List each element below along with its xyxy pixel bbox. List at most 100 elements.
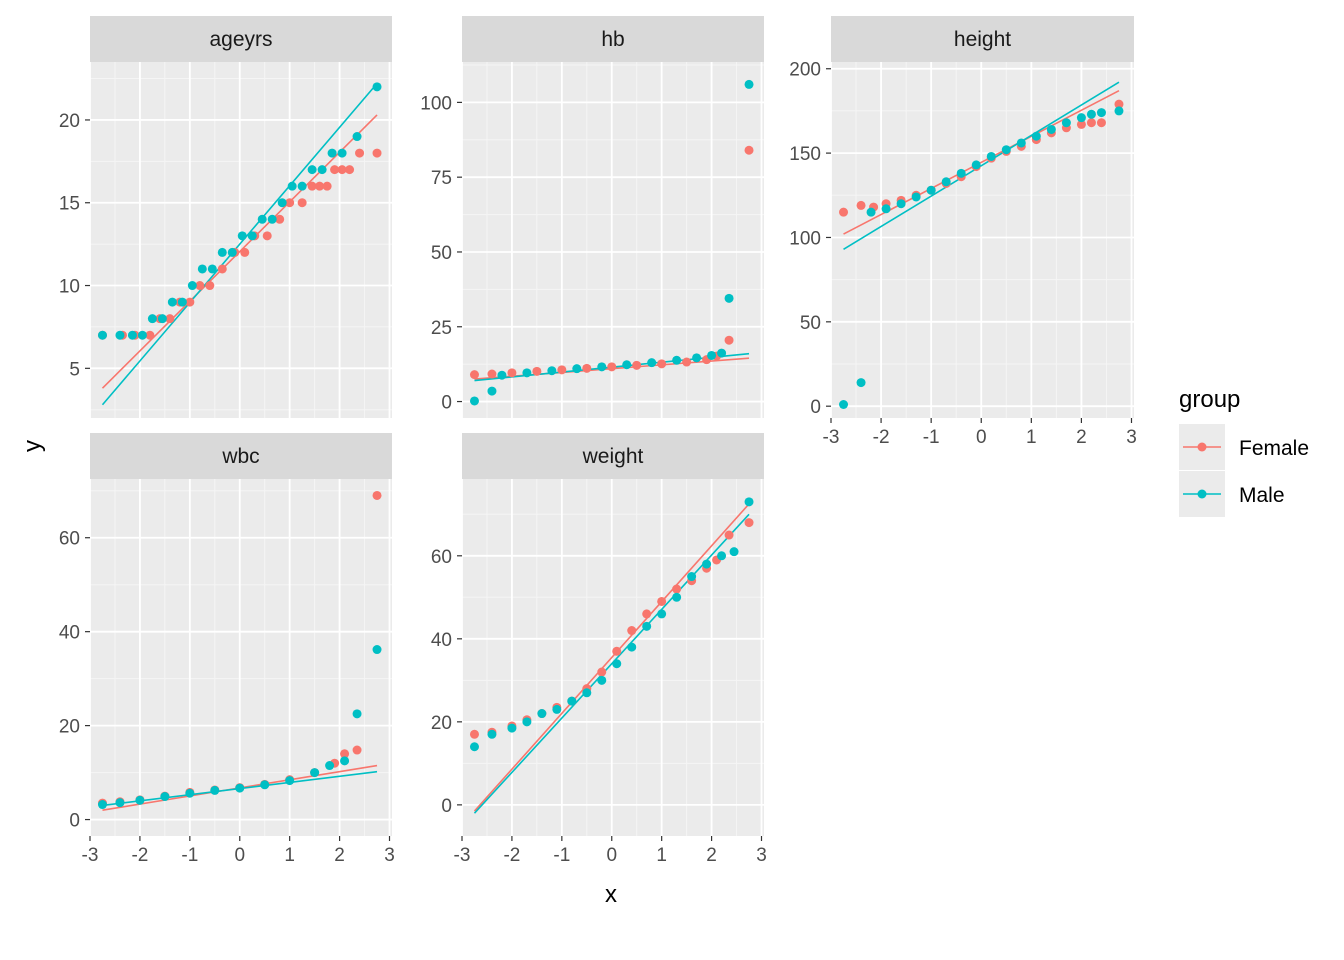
- point-male: [507, 723, 517, 733]
- legend: group Female Male: [1179, 386, 1309, 517]
- x-tick-label: -1: [923, 427, 940, 448]
- point-male: [522, 368, 532, 378]
- point-male: [572, 364, 582, 374]
- y-tick-label: 50: [431, 243, 452, 264]
- point-female: [355, 148, 365, 158]
- point-male: [1001, 145, 1011, 155]
- point-female: [632, 360, 642, 370]
- point-female: [315, 181, 325, 191]
- point-male: [672, 592, 682, 602]
- point-male: [352, 709, 362, 719]
- point-male: [647, 358, 657, 368]
- strip-label-ageyrs: ageyrs: [209, 28, 272, 51]
- point-female: [307, 181, 317, 191]
- panel-height: height -3 -2 -1 0 1 2 3 0 50 100 150 200: [789, 16, 1137, 448]
- y-tick-label: 0: [441, 796, 452, 817]
- point-male: [247, 231, 257, 241]
- point-female: [469, 729, 479, 739]
- y-tick-label: 40: [59, 623, 80, 644]
- point-male: [612, 659, 622, 669]
- point-female: [340, 749, 350, 759]
- point-female: [297, 198, 307, 208]
- strip-weight: [462, 433, 764, 479]
- point-male: [941, 177, 951, 187]
- point-male: [896, 199, 906, 209]
- point-male: [622, 360, 632, 370]
- point-male: [567, 696, 577, 706]
- point-male: [672, 355, 682, 365]
- point-male: [839, 400, 849, 410]
- point-male: [487, 386, 497, 396]
- y-tick-label: 15: [59, 194, 80, 215]
- point-male: [115, 330, 125, 340]
- legend-label-female: Female: [1239, 437, 1309, 460]
- point-male: [657, 609, 667, 619]
- x-tick-label: 3: [1126, 427, 1137, 448]
- point-male: [317, 165, 327, 175]
- point-female: [275, 214, 285, 224]
- point-male: [911, 192, 921, 202]
- y-tick-label: 40: [431, 630, 452, 651]
- point-female: [724, 335, 734, 345]
- y-tick-label: 150: [789, 144, 821, 165]
- x-tick-label: -2: [503, 845, 520, 866]
- point-male: [325, 761, 335, 771]
- point-female: [657, 359, 667, 369]
- point-female: [322, 181, 332, 191]
- point-male: [986, 151, 996, 161]
- point-male: [97, 330, 107, 340]
- point-male: [866, 207, 876, 217]
- strip-label-weight: weight: [582, 445, 644, 468]
- legend-title: group: [1179, 386, 1240, 413]
- point-male: [337, 148, 347, 158]
- point-female: [145, 330, 155, 340]
- point-male: [287, 181, 297, 191]
- point-female: [672, 584, 682, 594]
- point-male: [469, 396, 479, 406]
- strip-label-height: height: [954, 28, 1011, 51]
- point-male: [160, 792, 170, 802]
- point-female: [285, 198, 295, 208]
- point-male: [127, 330, 137, 340]
- x-tick-label: 1: [1026, 427, 1037, 448]
- legend-key-point: [1197, 489, 1207, 499]
- point-male: [522, 717, 532, 727]
- point-male: [285, 776, 295, 786]
- point-male: [197, 264, 207, 274]
- x-tick-label: 2: [1076, 427, 1087, 448]
- qq-line-male: [101, 83, 378, 406]
- x-tick-label: -1: [181, 845, 198, 866]
- point-female: [507, 368, 517, 378]
- x-tick-label: 3: [384, 845, 395, 866]
- point-male: [627, 642, 637, 652]
- qq-line-female: [101, 114, 378, 389]
- point-female: [582, 363, 592, 373]
- y-tick-label: 60: [431, 547, 452, 568]
- point-female: [165, 314, 175, 324]
- point-male: [469, 742, 479, 752]
- x-tick-label: 0: [606, 845, 617, 866]
- y-tick-label: 75: [431, 168, 452, 189]
- point-male: [217, 247, 227, 257]
- point-male: [210, 785, 220, 795]
- x-tick-label: 2: [334, 845, 345, 866]
- point-male: [744, 497, 754, 507]
- point-male: [307, 165, 317, 175]
- panel-weight: weight -3 -2 -1 0 1 2 3 0 20 40 60: [431, 433, 767, 866]
- point-female: [1114, 99, 1124, 109]
- y-tick-label: 50: [800, 313, 821, 334]
- point-male: [277, 198, 287, 208]
- x-tick-label: 0: [976, 427, 987, 448]
- point-female: [262, 231, 272, 241]
- point-male: [956, 168, 966, 178]
- y-axis-title: y: [19, 440, 46, 452]
- x-tick-label: 3: [756, 845, 767, 866]
- y-tick-label: 25: [431, 318, 452, 339]
- y-tick-label: 60: [59, 529, 80, 550]
- point-male: [257, 214, 267, 224]
- point-male: [115, 798, 125, 808]
- strip-hb: [462, 16, 764, 62]
- point-male: [327, 148, 337, 158]
